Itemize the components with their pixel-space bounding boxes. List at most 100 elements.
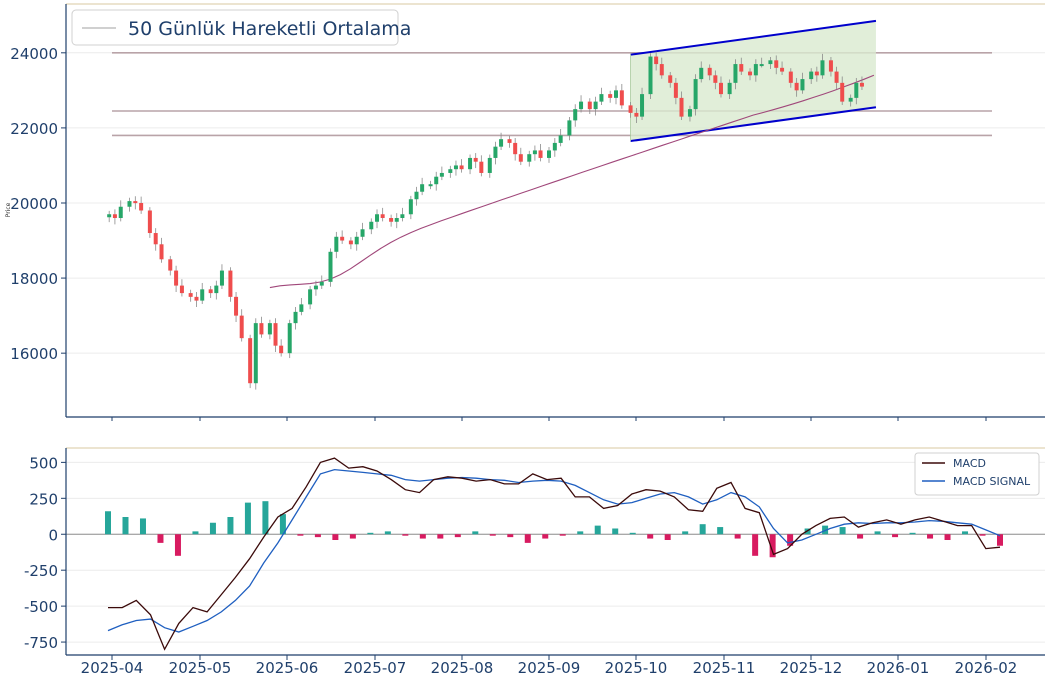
candle-body [768,60,773,65]
macd-y-tick-label: -250 [24,562,58,580]
candle-body [253,323,258,384]
histogram-bar [787,534,794,546]
candle-body [558,135,563,143]
legend-label-signal: MACD SIGNAL [953,475,1031,488]
macd-y-tick-label: 500 [29,454,58,472]
candle-body [434,176,439,185]
candle-body [334,236,339,252]
candle-body [640,94,645,117]
price-y-tick-label: 16000 [10,345,58,363]
histogram-bar [979,534,986,536]
candle-body [107,214,112,218]
candle-body [375,214,380,222]
candle-body [527,154,532,162]
candle-body [234,296,239,316]
candle-body [248,338,253,384]
x-tick-label: 2026-01 [867,659,930,677]
histogram-bar [699,524,706,535]
candle-body [354,236,359,245]
macd-y-tick-label: 250 [29,490,58,508]
histogram-bar [927,534,934,539]
price-y-axis-label: Price [5,202,12,217]
candle-body [774,60,779,68]
candle-body [759,64,764,67]
x-tick-label: 2026-02 [955,659,1018,677]
histogram-bar [944,534,951,540]
macd-histogram [105,501,1003,558]
candle-body [507,139,512,143]
histogram-bar [524,534,531,543]
candle-body [139,202,144,211]
histogram-bar [559,534,566,536]
candle-body [679,97,684,117]
candle-body [468,157,473,170]
candle-body [380,214,385,219]
candle-body [448,169,453,173]
candle-body [394,218,399,222]
candle-body [293,311,298,324]
candle-body [628,105,633,113]
candle-body [153,233,158,245]
candle-body [340,236,345,241]
x-tick-label: 2025-06 [256,659,319,677]
macd-y-tick-label: -750 [24,634,58,652]
candle-body [194,296,199,301]
candle-body [733,64,738,83]
candle-body [567,120,572,136]
candle-body [369,221,374,230]
candle-body [188,293,193,297]
candle-body [200,289,205,301]
macd-lines [107,457,1001,651]
x-tick-label: 2025-09 [518,659,581,677]
candle-body [614,90,619,98]
price-y-ticks: 16000 18000 20000 22000 24000 [10,45,66,363]
histogram-bar [454,534,461,538]
histogram-bar [962,531,969,535]
candle-body [693,79,698,110]
x-axis-ticks: 2025-04 2025-05 2025-06 2025-07 2025-08 2025-… [81,417,1018,677]
candle-body [287,323,292,354]
macd-y-ticks: -750 -500 -250 0 250 500 [24,454,66,652]
x-tick-label: 2025-12 [780,659,843,677]
histogram-bar [507,534,514,538]
candle-body [118,206,123,219]
x-tick-label: 2025-07 [344,659,407,677]
histogram-bar [874,531,881,535]
candle-body [313,285,318,290]
moving-average-50-line [269,74,875,289]
candle-body [794,82,799,91]
macd-line [108,457,1001,651]
candle-body [547,150,551,158]
histogram-bar [839,527,846,535]
histogram-bar [577,531,584,535]
candle-body [748,71,753,76]
histogram-bar [752,534,759,556]
candle-body [814,71,819,76]
histogram-bar [367,532,374,535]
candle-body [854,82,859,98]
histogram-bar [717,527,724,535]
histogram-bar [227,517,234,535]
candle-body [593,101,598,110]
candle-body [579,101,584,110]
histogram-bar [997,534,1003,546]
candle-body [208,289,213,294]
candle-body [552,142,557,151]
price-y-tick-label: 20000 [10,195,58,213]
x-tick-label: 2025-08 [431,659,494,677]
histogram-bar [279,514,286,535]
candle-body [420,184,425,192]
histogram-bar [682,531,689,535]
legend-label-macd: MACD [953,457,986,470]
histogram-bar [437,534,444,539]
candle-body [619,90,624,106]
candle-body [800,79,805,91]
candle-body [439,172,444,177]
histogram-bar [192,531,199,535]
moving-average-line [269,74,875,289]
histogram-bar [542,534,549,539]
candle-body [634,112,639,117]
candle-body [493,146,498,158]
candle-body [479,161,484,173]
